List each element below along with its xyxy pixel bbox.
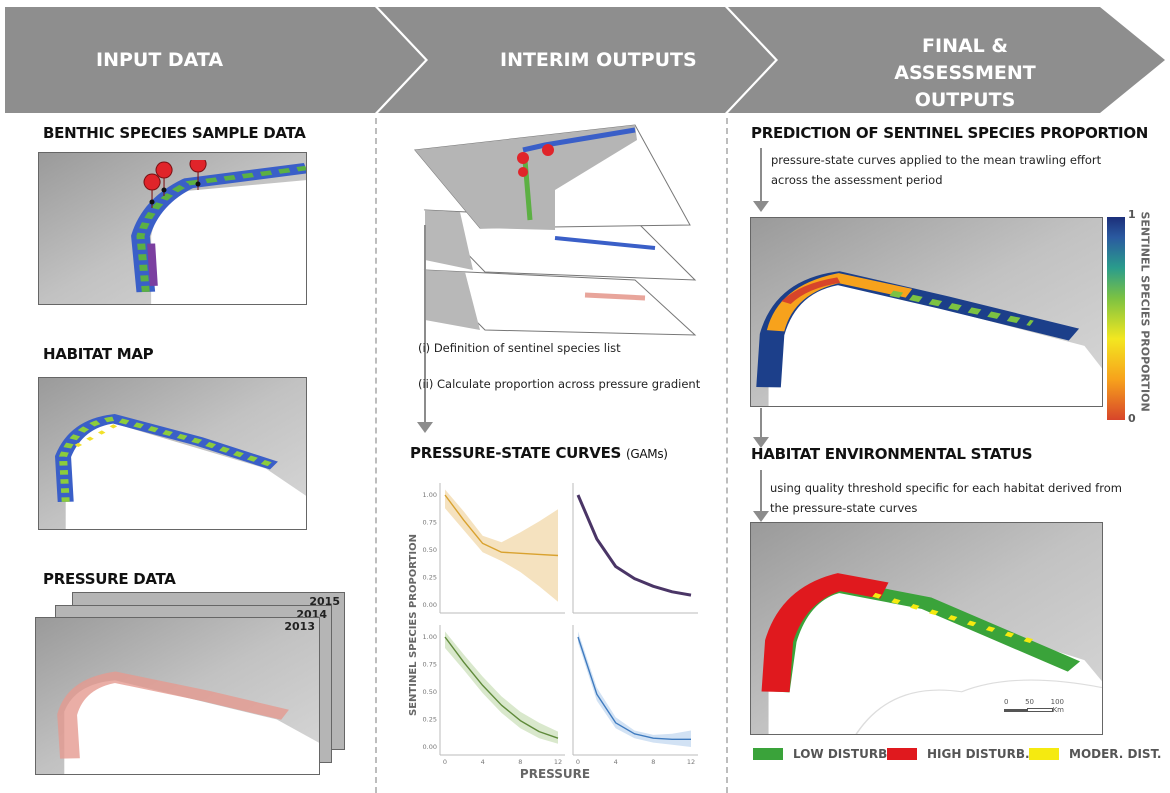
- x-tick-label: 4: [481, 758, 485, 766]
- note-line: pressure-state curves applied to the mea…: [771, 153, 1102, 167]
- colorbar-label: SENTINEL SPECIES PROPORTION: [1138, 211, 1152, 412]
- legend-swatch: [753, 748, 783, 760]
- stacked-layers-diagram: [414, 124, 697, 336]
- y-tick-label: 1.00: [423, 491, 437, 499]
- gam-panel-2: [572, 483, 698, 614]
- curves-title-text: PRESSURE-STATE CURVES: [410, 444, 622, 462]
- y-tick-label: 1.00: [423, 633, 437, 641]
- x-tick-label: 0: [443, 758, 447, 766]
- stage-title-input: INPUT DATA: [96, 49, 224, 71]
- fitted-curve: [444, 636, 559, 739]
- scale-bar: 0 50 100 Km: [1004, 698, 1064, 714]
- legend-label: LOW DISTURB.: [793, 747, 892, 761]
- x-tick-label: 8: [651, 758, 655, 766]
- y-tick-label: 0.00: [423, 743, 437, 751]
- confidence-band: [445, 631, 558, 744]
- confidence-band: [578, 631, 691, 747]
- scale-tick: 100: [1050, 698, 1064, 706]
- confidence-band: [445, 489, 558, 602]
- gam-panel-4: 0 4 8 12: [572, 625, 698, 766]
- column-divider: [726, 118, 728, 793]
- pressure-map-2013: 2013: [35, 617, 320, 775]
- workflow-header: [5, 7, 1165, 113]
- y-tick-label: 0.50: [423, 688, 437, 696]
- status-title: HABITAT ENVIRONMENTAL STATUS: [751, 445, 1033, 463]
- y-tick-label: 0.50: [423, 546, 437, 554]
- step-define-sentinel: (i) Definition of sentinel species list: [418, 341, 621, 355]
- scale-unit: Km: [1052, 706, 1064, 714]
- y-tick-label: 0.25: [423, 716, 437, 724]
- pressure-state-curves-chart: 0.00 0.25 0.50 0.75 1.00 0.00 0.25 0.50 0.75 1.00…: [408, 483, 698, 781]
- sample-location-pins: [143, 160, 207, 209]
- note-line: using quality threshold specific for eac…: [770, 481, 1122, 495]
- benthic-sample-map: [38, 152, 307, 305]
- column-divider: [375, 118, 377, 793]
- scale-tick: 50: [1025, 698, 1034, 706]
- x-tick-label: 8: [518, 758, 522, 766]
- colorbar-max: 1: [1128, 208, 1136, 221]
- flow-arrow: [417, 225, 433, 433]
- x-tick-label: 4: [614, 758, 618, 766]
- note-line: the pressure-state curves: [770, 501, 918, 515]
- legend-swatch: [887, 748, 917, 760]
- step-calculate-proportion: (ii) Calculate proportion across pressur…: [418, 377, 701, 391]
- year-label: 2013: [284, 620, 315, 633]
- legend-high-disturbance: HIGH DISTURB.: [887, 746, 1030, 762]
- fitted-curve: [444, 494, 559, 557]
- flow-arrow: [753, 470, 769, 522]
- benthic-sample-title: BENTHIC SPECIES SAMPLE DATA: [43, 124, 306, 142]
- stage-arrow-input: [5, 7, 425, 113]
- scale-tick: 0: [1004, 698, 1009, 706]
- stage-arrow-interim: [378, 7, 775, 113]
- flow-arrow: [753, 148, 769, 212]
- y-axis-label: SENTINEL SPECIES PROPORTION: [408, 534, 419, 716]
- habitat-map-title: HABITAT MAP: [43, 345, 154, 363]
- pressure-data-title: PRESSURE DATA: [43, 570, 176, 588]
- legend-low-disturbance: LOW DISTURB.: [753, 746, 892, 762]
- legend-label: MODER. DIST.: [1069, 747, 1162, 761]
- legend-swatch: [1029, 748, 1059, 760]
- gam-panel-3: 0.00 0.25 0.50 0.75 1.00 0 4 8 12: [423, 625, 565, 766]
- y-tick-label: 0.75: [423, 519, 437, 527]
- habitat-map: [38, 377, 307, 530]
- curves-title: PRESSURE-STATE CURVES (GAMs): [410, 444, 668, 462]
- x-tick-label: 0: [576, 758, 580, 766]
- status-note: using quality threshold specific for eac…: [770, 478, 1122, 518]
- x-axis-label: PRESSURE: [520, 767, 590, 781]
- curves-subtitle: (GAMs): [625, 447, 668, 461]
- year-label: 2015: [309, 595, 340, 608]
- stage-title-interim: INTERIM OUTPUTS: [500, 49, 697, 71]
- colorbar: [1107, 217, 1125, 420]
- note-line: across the assessment period: [771, 173, 943, 187]
- flow-connector: [753, 408, 769, 448]
- x-tick-label: 12: [554, 758, 562, 766]
- y-tick-label: 0.00: [423, 601, 437, 609]
- colorbar-min: 0: [1128, 412, 1136, 425]
- prediction-title: PREDICTION OF SENTINEL SPECIES PROPORTIO…: [751, 124, 1149, 142]
- fitted-curve: [576, 494, 692, 597]
- fitted-curve: [577, 636, 691, 740]
- legend-moderate-disturbance: MODER. DIST.: [1029, 746, 1162, 762]
- stage-arrow-final: [728, 7, 1165, 113]
- sentinel-proportion-map: [750, 217, 1103, 407]
- gam-panel-1: 0.00 0.25 0.50 0.75 1.00: [423, 483, 565, 614]
- y-tick-label: 0.25: [423, 574, 437, 582]
- environmental-status-map: 0 50 100 Km: [750, 522, 1103, 735]
- y-tick-label: 0.75: [423, 661, 437, 669]
- legend-label: HIGH DISTURB.: [927, 747, 1030, 761]
- stage-title-final: FINAL & ASSESSMENT OUTPUTS: [894, 35, 1036, 111]
- prediction-note: pressure-state curves applied to the mea…: [771, 150, 1101, 190]
- x-tick-label: 12: [687, 758, 695, 766]
